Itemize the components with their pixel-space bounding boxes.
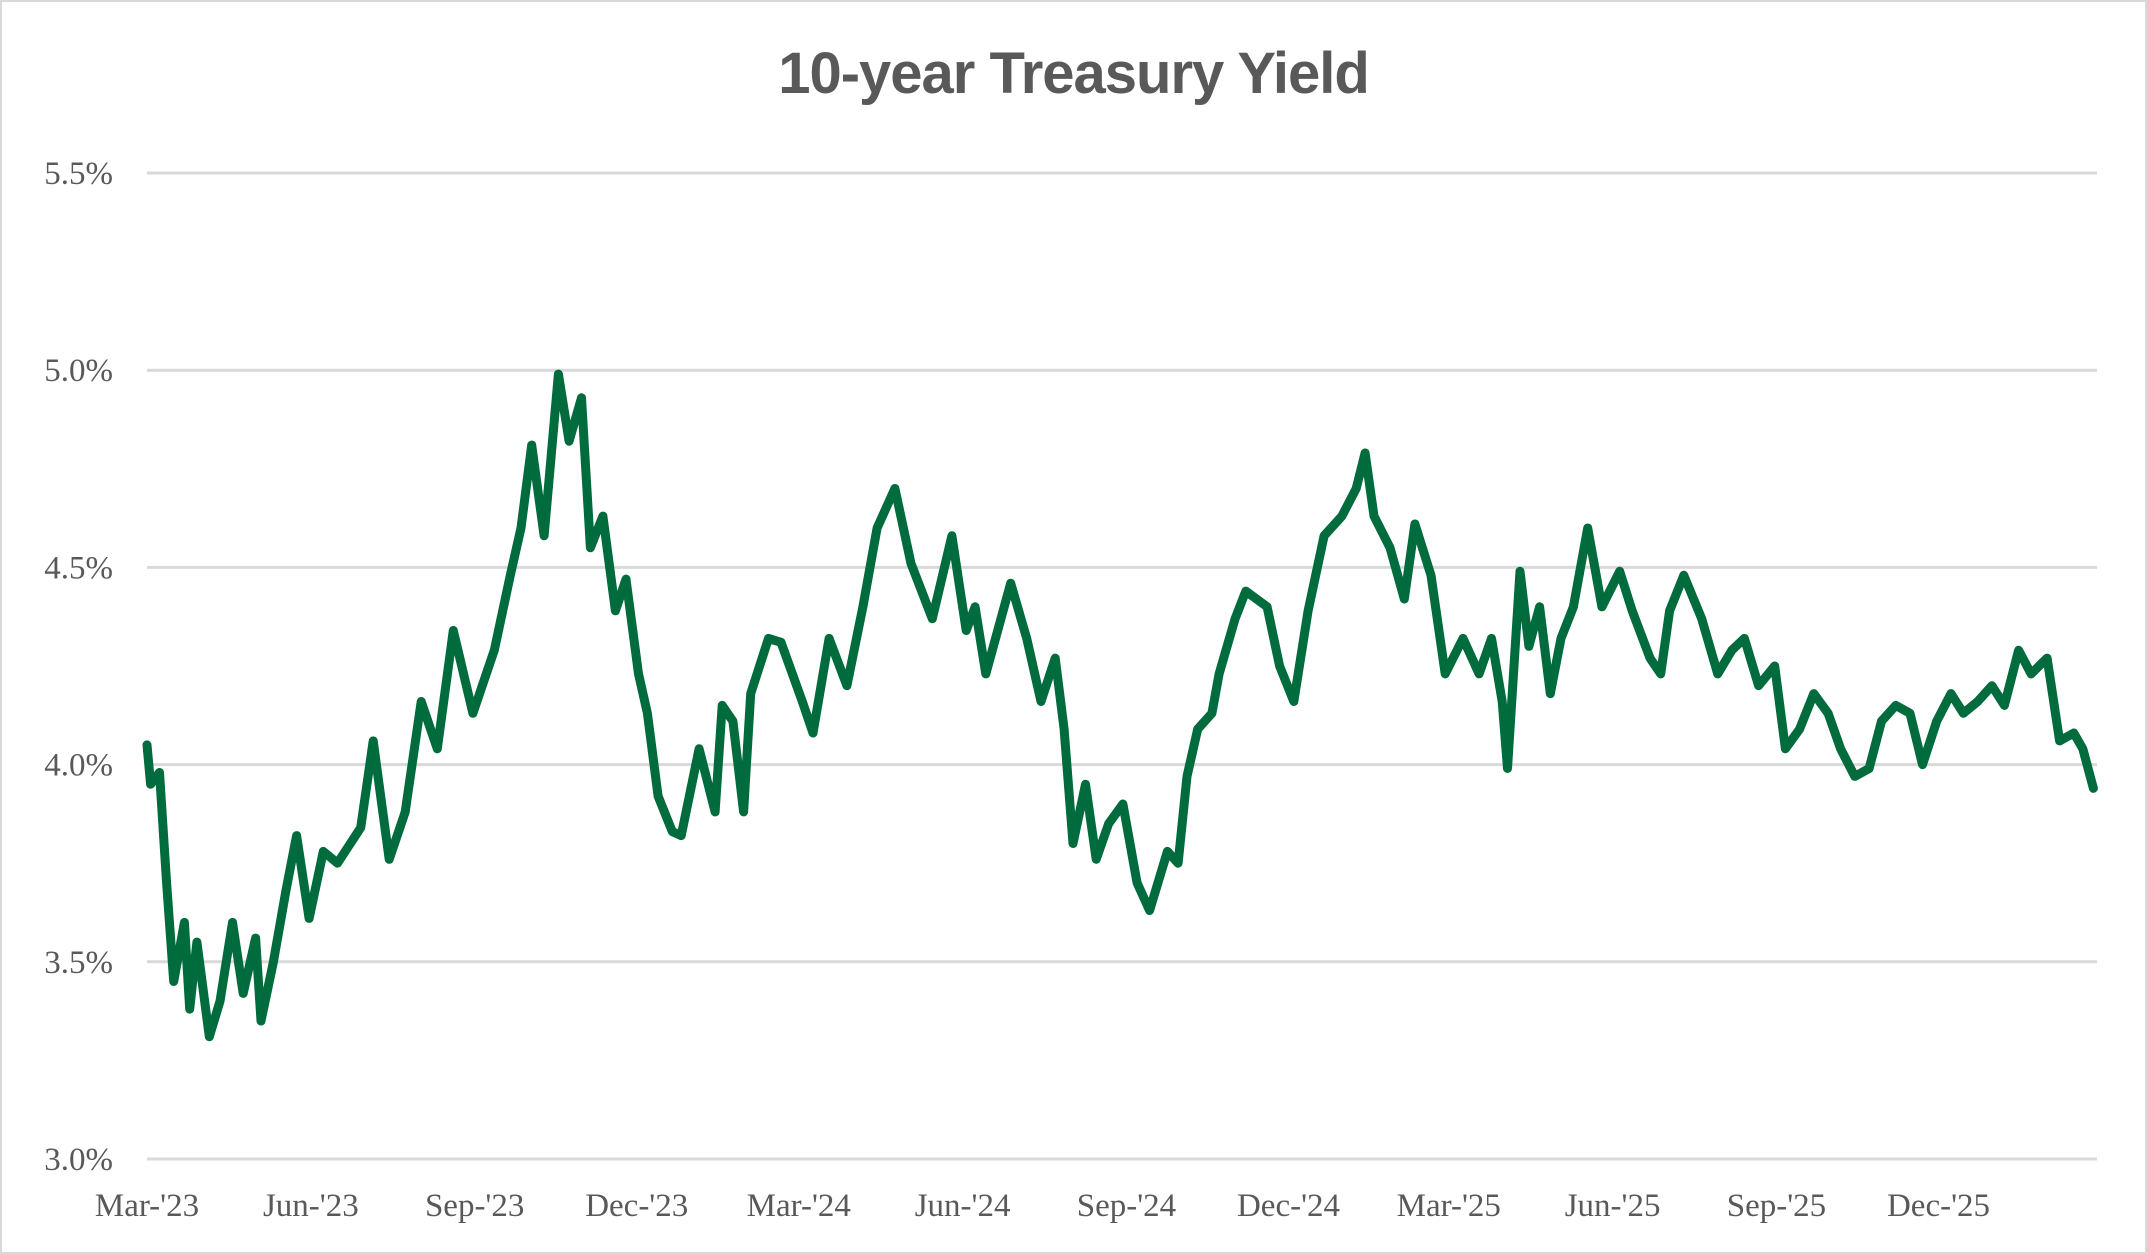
x-tick-label: Sep-'24 [1077, 1188, 1176, 1224]
y-tick-label: 4.5% [44, 550, 113, 586]
x-tick-label: Dec-'24 [1237, 1188, 1340, 1224]
x-tick-label: Dec-'23 [585, 1188, 688, 1224]
x-tick-label: Dec-'25 [1887, 1188, 1990, 1224]
x-tick-label: Mar-'25 [1397, 1188, 1501, 1224]
chart-title: 10-year Treasury Yield [778, 41, 1370, 106]
y-axis-ticks: 3.0% 3.5% 4.0% 4.5% 5.0% 5.5% [44, 156, 113, 1178]
y-tick-label: 3.0% [44, 1142, 113, 1178]
gridlines [147, 171, 2097, 1161]
y-tick-label: 5.5% [44, 156, 113, 192]
x-tick-label: Mar-'24 [747, 1188, 851, 1224]
x-axis-ticks: Mar-'23 Jun-'23 Sep-'23 Dec-'23 Mar-'24 Jun-'… [95, 1188, 1990, 1224]
x-tick-label: Mar-'23 [95, 1188, 199, 1224]
x-tick-label: Jun-'25 [1565, 1188, 1661, 1224]
x-tick-label: Jun-'23 [263, 1188, 359, 1224]
y-tick-label: 3.5% [44, 945, 113, 981]
y-tick-label: 4.0% [44, 748, 113, 784]
x-tick-label: Sep-'23 [425, 1188, 524, 1224]
x-tick-label: Sep-'25 [1727, 1188, 1826, 1224]
x-tick-label: Jun-'24 [915, 1188, 1011, 1224]
series-line-10y-yield [142, 369, 2098, 1042]
y-tick-label: 5.0% [44, 353, 113, 389]
